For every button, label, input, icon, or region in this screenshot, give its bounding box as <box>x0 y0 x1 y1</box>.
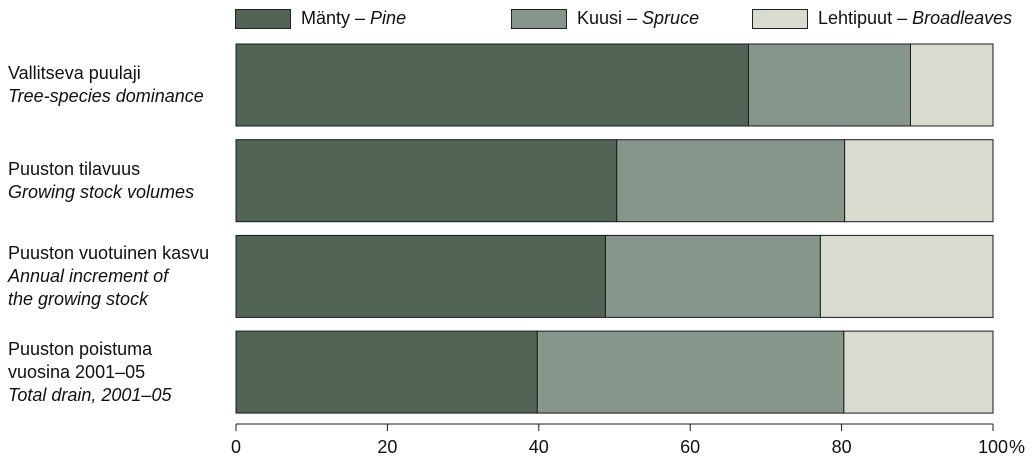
bar-segment <box>747 43 911 127</box>
legend-item: Lehtipuut – Broadleaves <box>752 8 1012 29</box>
bar-segment <box>235 330 538 414</box>
category-label: Puuston poistuma vuosina 2001–05 Total dra… <box>8 338 171 407</box>
category-label-fi: Puuston poistuma <box>8 338 153 359</box>
x-unit-label: % <box>1009 437 1025 457</box>
category-label-fi: Puuston vuotuinen kasvu <box>8 242 210 263</box>
category-label-en: Annual increment of <box>8 265 169 286</box>
bar-segment <box>843 330 994 414</box>
bar-segment <box>235 234 606 318</box>
legend-swatch <box>752 8 808 29</box>
legend-separator: – <box>350 8 371 28</box>
legend-label-en: Broadleaves <box>912 8 1013 28</box>
x-tick-label: 40 <box>529 437 549 457</box>
bar-segment <box>235 139 618 223</box>
legend-item: Mänty – Pine <box>235 8 406 29</box>
bar-segment <box>604 234 821 318</box>
legend-separator: – <box>622 8 643 28</box>
bar-segment <box>616 139 846 223</box>
legend-label: Mänty – Pine <box>301 8 406 29</box>
legend-label: Kuusi – Spruce <box>577 8 699 29</box>
legend-label-en: Spruce <box>642 8 700 28</box>
bar-segment <box>909 43 994 127</box>
category-label: Vallitseva puulaji Tree-species dominance <box>8 62 204 108</box>
category-label-en: Total drain, 2001–05 <box>8 384 172 405</box>
legend: Mänty – Pine Kuusi – Spruce Lehtipuut – Br… <box>235 8 1036 34</box>
category-label-en: Growing stock volumes <box>8 181 195 202</box>
legend-swatch <box>511 8 567 29</box>
category-label-fi: vuosina 2001–05 <box>8 361 146 382</box>
category-label: Puuston tilavuus Growing stock volumes <box>8 158 194 204</box>
x-tick-label: 20 <box>377 437 397 457</box>
bar-segment <box>844 139 994 223</box>
legend-item: Kuusi – Spruce <box>511 8 699 29</box>
category-label-en: Tree-species dominance <box>8 86 204 106</box>
legend-label-fi: Kuusi <box>577 8 623 28</box>
legend-label-en: Pine <box>370 8 407 28</box>
bar-segment <box>235 43 749 127</box>
x-tick-label: 60 <box>680 437 700 457</box>
x-tick-label: 100 <box>978 437 1008 457</box>
legend-swatch <box>235 8 291 29</box>
legend-label-fi: Mänty <box>301 8 351 28</box>
category-label: Puuston vuotuinen kasvu Annual increment … <box>8 242 209 311</box>
bar-segment <box>536 330 845 414</box>
legend-separator: – <box>892 8 913 28</box>
category-label-fi: Vallitseva puulaji <box>8 63 141 83</box>
x-tick-label: 80 <box>832 437 852 457</box>
category-label-en: the growing stock <box>8 288 149 309</box>
x-tick-label: 0 <box>231 437 241 457</box>
legend-label-fi: Lehtipuut <box>818 8 893 28</box>
legend-label: Lehtipuut – Broadleaves <box>818 8 1012 29</box>
category-label-fi: Puuston tilavuus <box>8 158 141 179</box>
bar-segment <box>819 234 994 318</box>
